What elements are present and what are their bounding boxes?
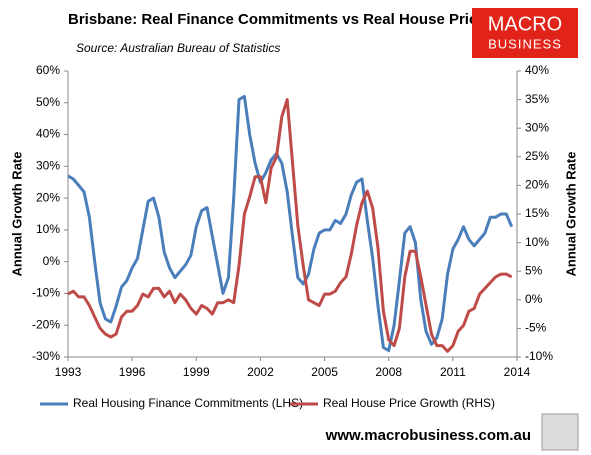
x-tick-label: 2005 <box>311 365 338 379</box>
y-tick-label: -30% <box>32 349 60 363</box>
y-tick-label: 40% <box>36 127 60 141</box>
series-line <box>67 94 514 353</box>
x-tick-label: 2008 <box>375 365 402 379</box>
y2-tick-label: 10% <box>525 235 549 249</box>
y-axis-label: Annual Growth Rate <box>9 152 24 277</box>
series-line <box>67 98 513 353</box>
y-tick-label: 50% <box>36 95 60 109</box>
x-tick-label: 1996 <box>119 365 146 379</box>
x-tick-label: 1999 <box>183 365 210 379</box>
y-tick-label: -10% <box>32 286 60 300</box>
logo-text: BUSINESS <box>488 36 562 51</box>
y-tick-label: 30% <box>36 159 60 173</box>
x-tick-label: 2002 <box>247 365 274 379</box>
y2-tick-label: -5% <box>525 321 547 335</box>
y2-tick-label: 40% <box>525 63 549 77</box>
legend-label: Real House Price Growth (RHS) <box>323 396 495 410</box>
chart-title: Brisbane: Real Finance Commitments vs Re… <box>68 11 494 28</box>
logo-text: MACRO <box>488 13 562 35</box>
y2-tick-label: 15% <box>525 206 549 220</box>
y-tick-label: 0% <box>43 254 61 268</box>
website: www.macrobusiness.com.au <box>325 427 531 444</box>
logo-box <box>472 8 578 58</box>
x-tick-label: 2011 <box>440 365 466 379</box>
y-tick-label: 10% <box>36 222 60 236</box>
x-tick-label: 2014 <box>504 365 531 379</box>
legend-label: Real Housing Finance Commitments (LHS) <box>73 396 303 410</box>
x-tick-label: 1993 <box>55 365 82 379</box>
y-tick-label: -20% <box>32 317 60 331</box>
y2-axis-label: Annual Growth Rate <box>563 152 578 277</box>
chart-subtitle: Source: Australian Bureau of Statistics <box>76 41 280 55</box>
logo-icon <box>541 413 579 451</box>
y-tick-label: 60% <box>36 63 60 77</box>
y2-tick-label: 25% <box>525 149 549 163</box>
y2-tick-label: 20% <box>525 178 549 192</box>
y2-tick-label: 35% <box>525 92 549 106</box>
y2-tick-label: -10% <box>525 349 553 363</box>
y2-tick-label: 5% <box>525 263 543 277</box>
y2-tick-label: 0% <box>525 292 543 306</box>
y-tick-label: 20% <box>36 190 60 204</box>
y2-tick-label: 30% <box>525 120 549 134</box>
